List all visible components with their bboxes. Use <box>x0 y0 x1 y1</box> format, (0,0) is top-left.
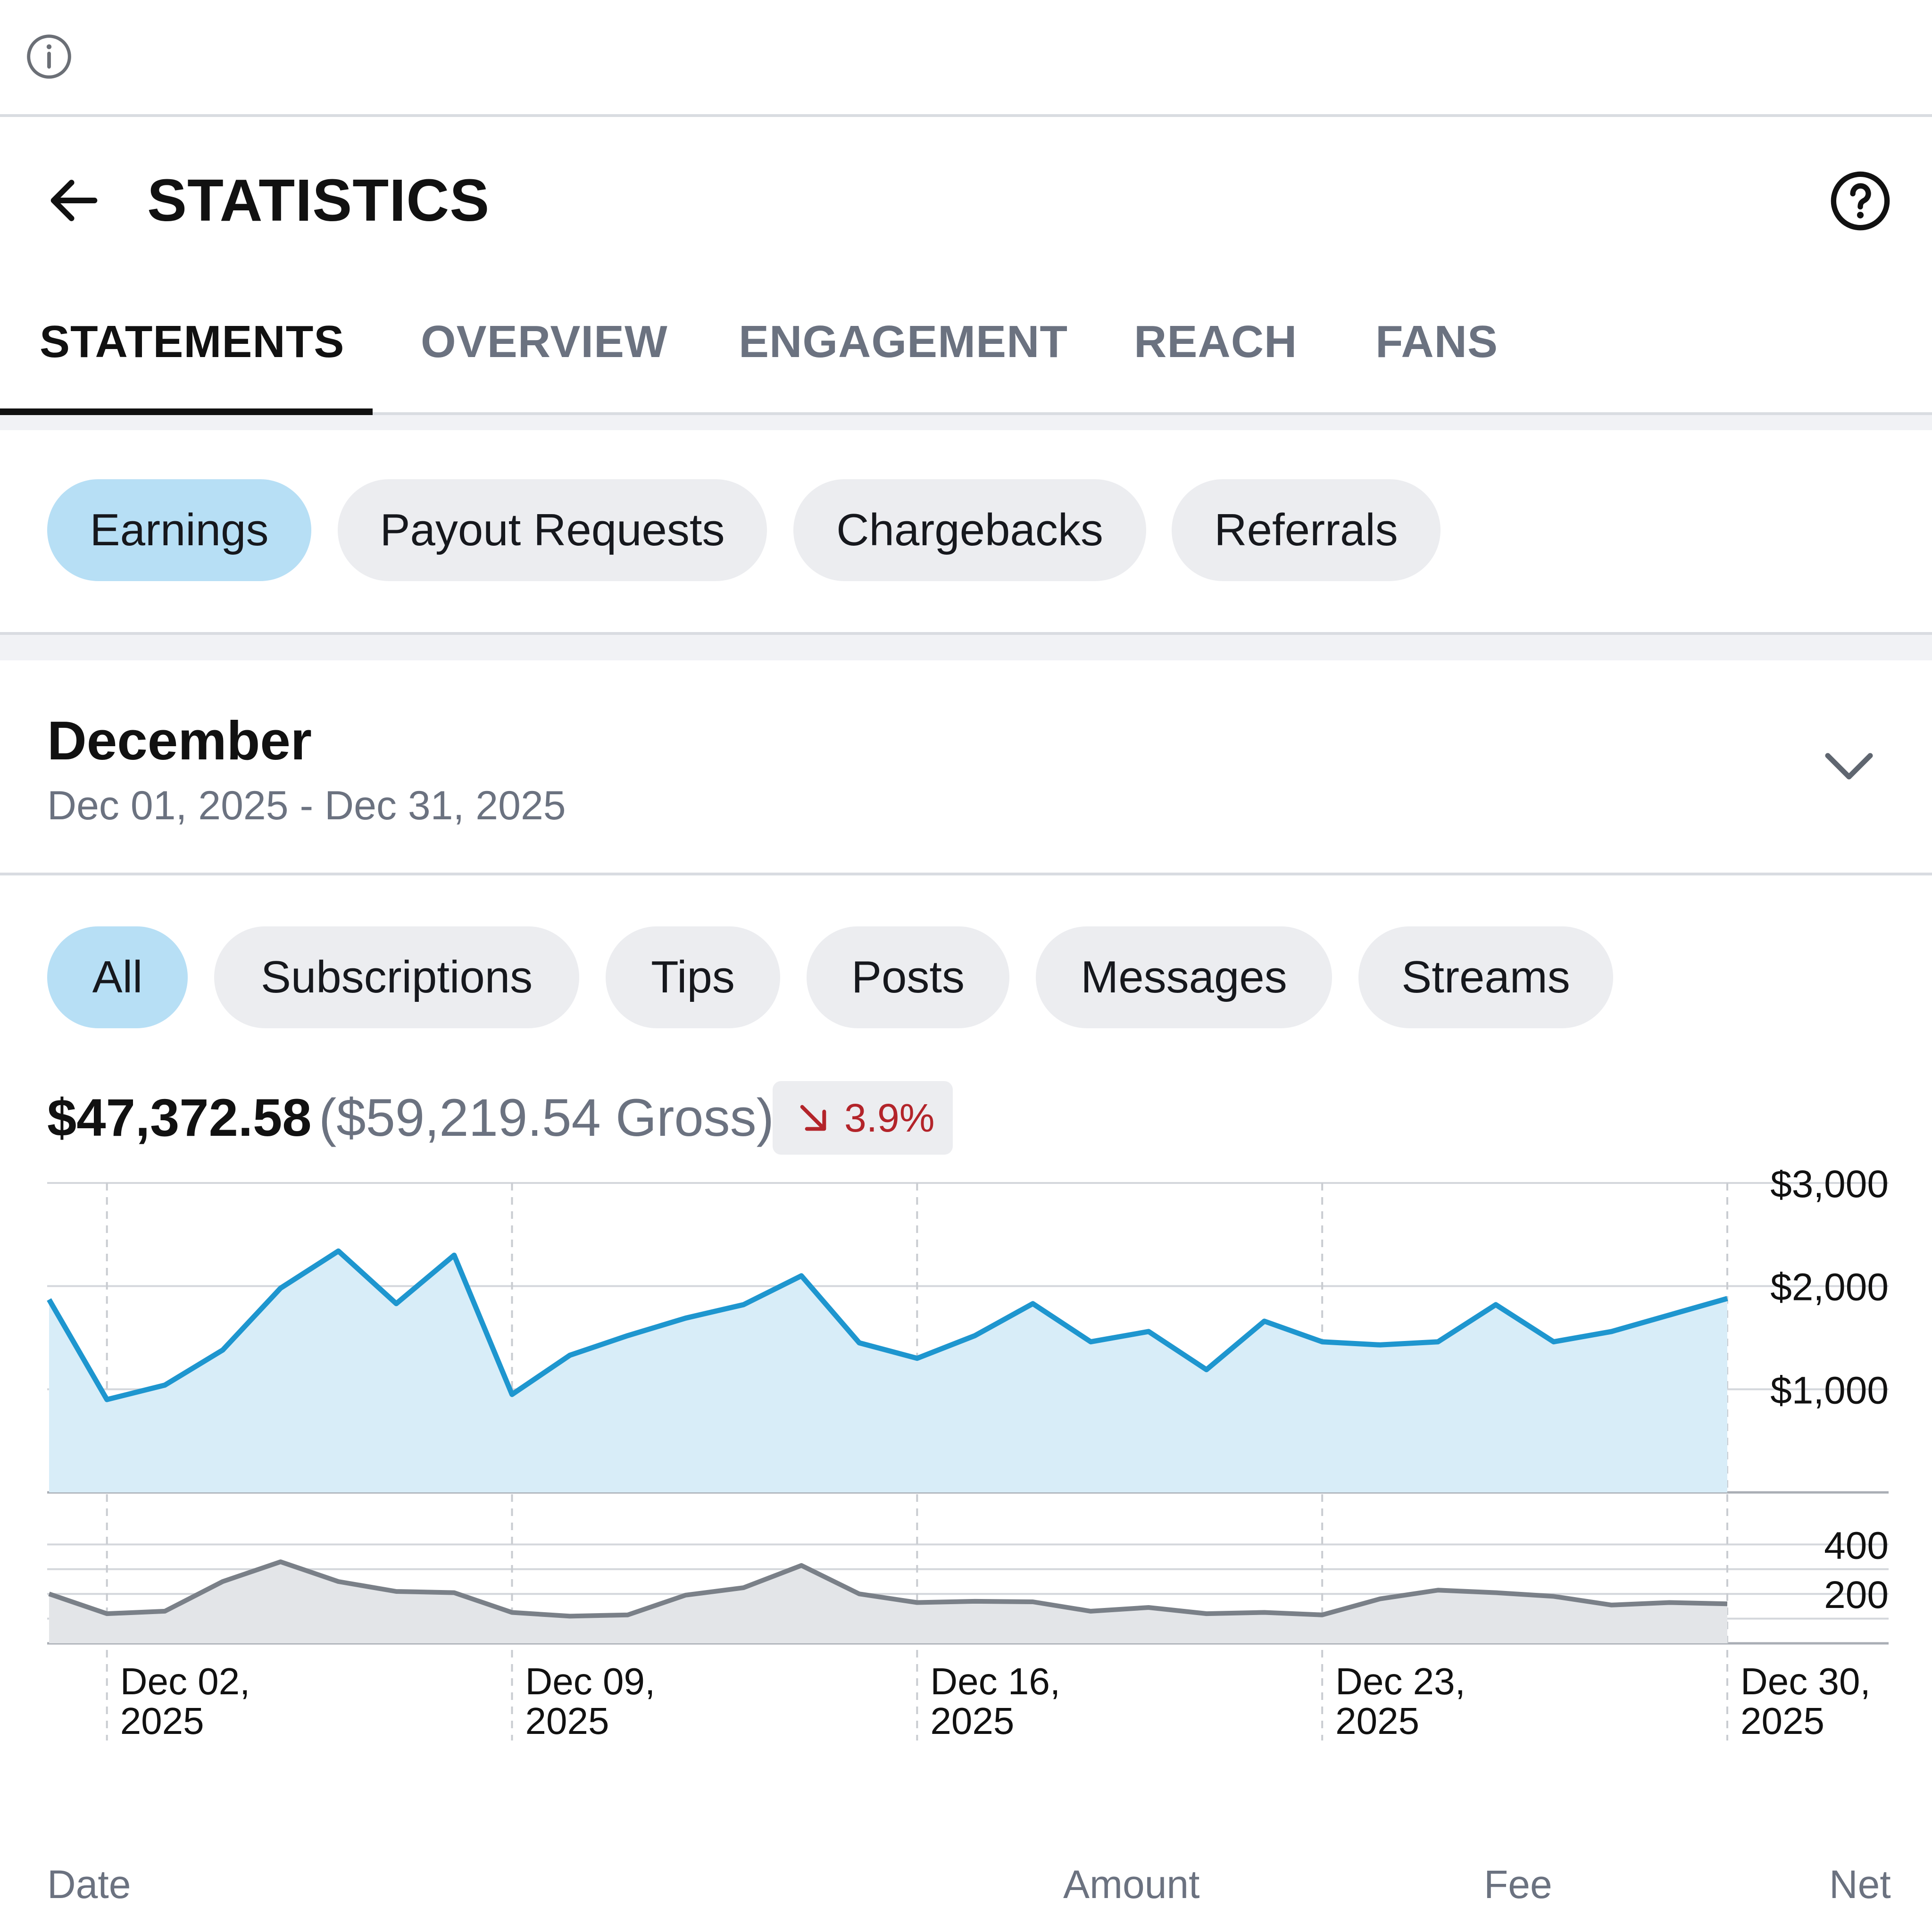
column-amount[interactable]: Amount <box>1063 1862 1200 1907</box>
filter-payout-requests[interactable]: Payout Requests <box>338 479 767 581</box>
earnings-y-tick-label: $2,000 <box>1770 1266 1889 1309</box>
section-separator <box>0 632 1932 660</box>
active-tab-indicator <box>0 408 373 415</box>
period-title[interactable]: December <box>47 710 312 771</box>
category-subscriptions[interactable]: Subscriptions <box>214 926 579 1028</box>
x-tick-label-year: 2025 <box>120 1700 204 1742</box>
change-badge <box>773 1081 953 1155</box>
earnings-line <box>47 1248 1728 1402</box>
x-tick-label: Dec 30, <box>1740 1660 1871 1702</box>
chevron-down-icon[interactable] <box>1821 741 1877 789</box>
x-tick-label-year: 2025 <box>1740 1700 1824 1742</box>
arrow-left-icon[interactable] <box>43 170 105 231</box>
x-tick-label-year: 2025 <box>1335 1700 1419 1742</box>
gross-earnings: ($59,219.54 Gross) <box>319 1088 774 1147</box>
tabs-divider <box>0 412 1932 415</box>
count-area <box>49 1562 1727 1643</box>
tab-engagement[interactable]: ENGAGEMENT <box>739 316 1068 367</box>
info-bar <box>0 0 1932 117</box>
x-tick-label-year: 2025 <box>930 1700 1014 1742</box>
x-tick-label: Dec 23, <box>1335 1660 1466 1702</box>
section-separator <box>0 415 1932 430</box>
tab-reach[interactable]: REACH <box>1134 316 1298 367</box>
earnings-y-tick-label: $3,000 <box>1770 1170 1889 1206</box>
filter-chargebacks[interactable]: Chargebacks <box>793 479 1146 581</box>
category-posts[interactable]: Posts <box>807 926 1009 1028</box>
filter-referrals[interactable]: Referrals <box>1172 479 1441 581</box>
x-tick-label: Dec 02, <box>120 1660 250 1702</box>
tab-statements[interactable]: STATEMENTS <box>40 316 345 367</box>
arrow-down-right-icon <box>800 1105 826 1131</box>
period-range: Dec 01, 2025 - Dec 31, 2025 <box>47 783 566 828</box>
question-circle-icon[interactable] <box>1828 169 1892 233</box>
column-fee[interactable]: Fee <box>1484 1862 1552 1907</box>
column-net[interactable]: Net <box>1829 1862 1891 1907</box>
filter-earnings[interactable]: Earnings <box>47 479 311 581</box>
category-streams[interactable]: Streams <box>1358 926 1613 1028</box>
count-y-tick-label: 200 <box>1824 1574 1889 1616</box>
info-circle-icon[interactable] <box>25 32 74 81</box>
count-line <box>48 1559 1728 1619</box>
tab-overview[interactable]: OVERVIEW <box>421 316 668 367</box>
change-percent: 3.9% <box>844 1096 935 1140</box>
net-earnings: $47,372.58 <box>47 1088 312 1147</box>
period-divider <box>0 873 1932 875</box>
x-tick-label-year: 2025 <box>525 1700 609 1742</box>
x-tick-label: Dec 09, <box>525 1660 656 1702</box>
column-date[interactable]: Date <box>47 1862 131 1907</box>
count-y-tick-label: 400 <box>1824 1524 1889 1567</box>
category-tips[interactable]: Tips <box>606 926 780 1028</box>
category-messages[interactable]: Messages <box>1036 926 1332 1028</box>
x-tick-label: Dec 16, <box>930 1660 1060 1702</box>
category-all[interactable]: All <box>47 926 188 1028</box>
earnings-area <box>49 1251 1727 1492</box>
earnings-y-tick-label: $1,000 <box>1770 1369 1889 1412</box>
tab-fans[interactable]: FANS <box>1375 316 1499 367</box>
page-title: STATISTICS <box>147 167 490 233</box>
